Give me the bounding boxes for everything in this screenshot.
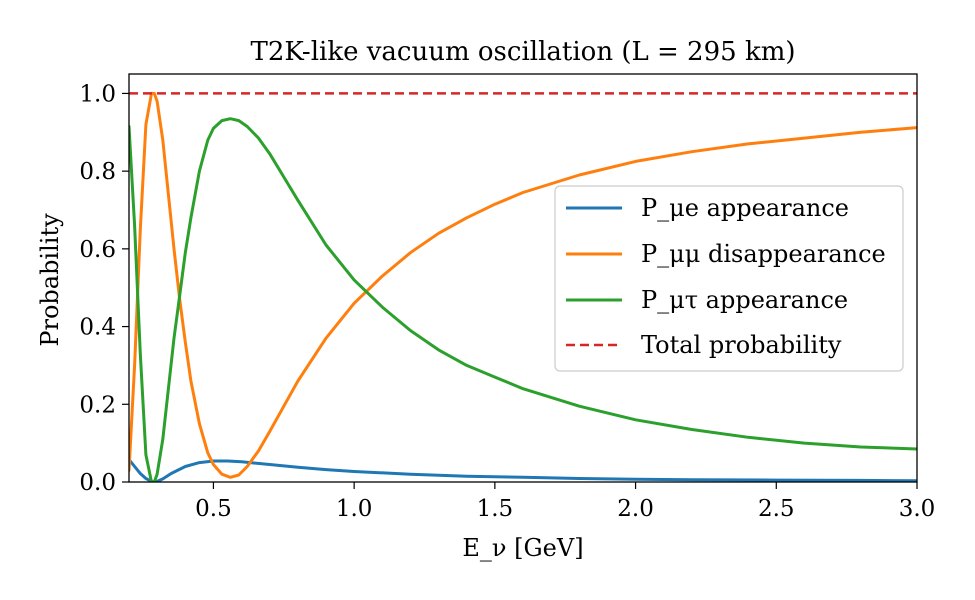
legend-label: P_μe appearance [641, 194, 849, 222]
y-tick-label: 1.0 [79, 81, 116, 107]
x-tick-label: 3.0 [899, 496, 936, 522]
series-line-2 [129, 91, 917, 479]
plot-area: 0.5 1.0 1.5 2.0 2.5 3.0 0.0 0.2 0.4 0.6 0.8 1.0 [79, 73, 935, 522]
legend-entries: P_μe appearance P_μμ disappearance P_μτ ap… [566, 194, 886, 359]
x-tick-label: 2.5 [758, 496, 795, 522]
plot-frame [128, 73, 918, 483]
y-tick-label: 0.8 [79, 159, 116, 185]
x-axis-ticks: 0.5 1.0 1.5 2.0 2.5 3.0 [195, 482, 935, 522]
legend: P_μe appearance P_μμ disappearance P_μτ ap… [554, 185, 904, 372]
x-tick-label: 0.5 [195, 496, 232, 522]
legend-label: P_μμ disappearance [641, 240, 886, 268]
y-tick-label: 0.2 [79, 392, 116, 418]
y-tick-label: 0.0 [79, 470, 116, 496]
legend-box [554, 185, 904, 372]
y-axis-ticks: 0.0 0.2 0.4 0.6 0.8 1.0 [79, 81, 129, 496]
x-tick-label: 1.5 [477, 496, 514, 522]
y-axis-label: Probability [36, 213, 64, 347]
x-tick-label: 2.0 [617, 496, 654, 522]
x-axis-label: E_ν [GeV] [462, 534, 583, 562]
chart-title: T2K-like vacuum oscillation (L = 295 km) [251, 37, 796, 67]
legend-label: P_μτ appearance [641, 286, 848, 314]
x-tick-label: 1.0 [336, 496, 373, 522]
legend-label: Total probability [641, 331, 842, 359]
y-tick-label: 0.4 [79, 315, 116, 341]
y-tick-label: 0.6 [79, 237, 116, 263]
series-line-3 [129, 117, 917, 482]
